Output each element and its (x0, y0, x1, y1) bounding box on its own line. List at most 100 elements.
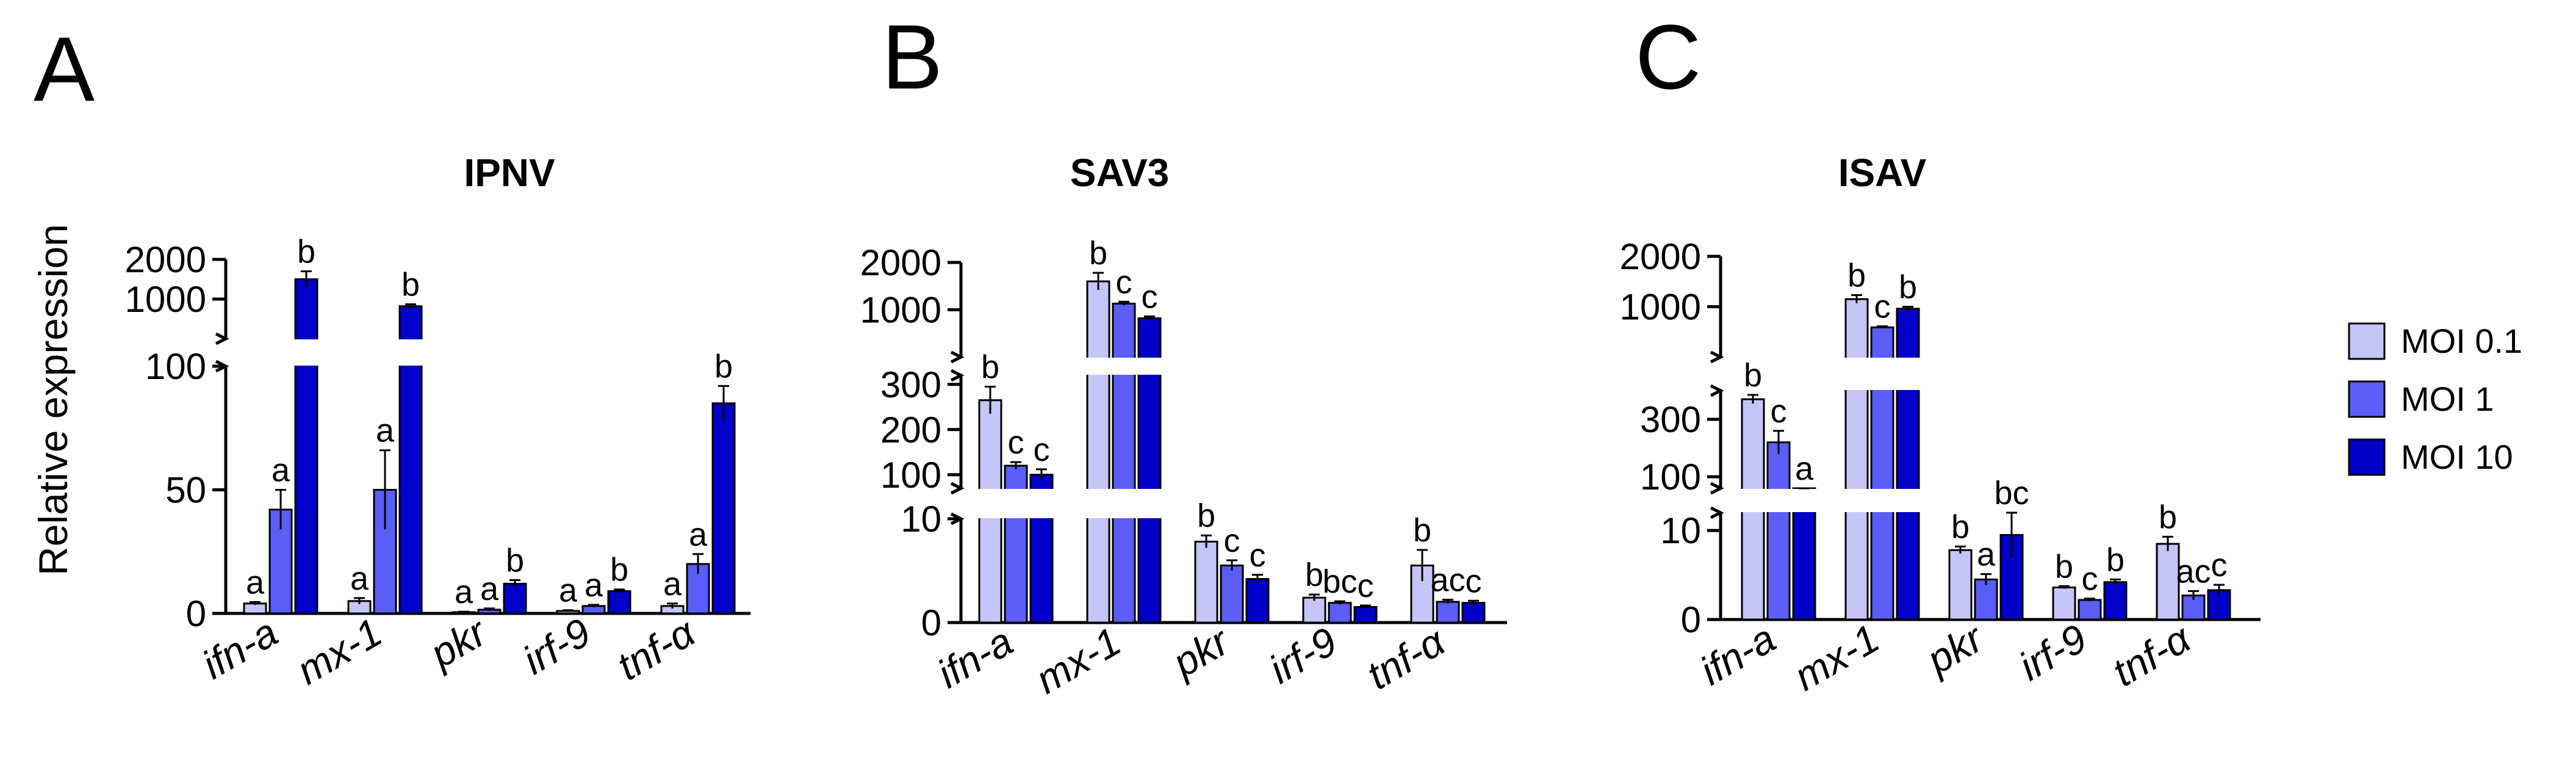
bar-break-gap (1844, 489, 1869, 512)
significance-letter: a (246, 564, 265, 601)
significance-letter: b (2106, 541, 2124, 578)
significance-letter: a (376, 413, 395, 449)
significance-letter: c (1874, 289, 1891, 325)
bar-break-gap (1137, 358, 1162, 375)
significance-letter: b (1899, 269, 1917, 306)
significance-letter: b (610, 552, 628, 588)
significance-letter: a (1795, 450, 1814, 487)
x-category-label: ifn-a (930, 618, 1020, 696)
axis-break-mark (1710, 384, 1724, 397)
significance-letter: b (1089, 235, 1107, 272)
significance-letter: a (585, 567, 603, 604)
axis-break-mark (950, 350, 965, 364)
y-tick-label: 10 (901, 499, 941, 540)
significance-letter: a (663, 566, 682, 602)
significance-letter: c (1034, 432, 1050, 468)
x-category-label: pkr (1918, 615, 1992, 683)
x-category-label: pkr (422, 609, 495, 677)
bar-break-gap (1111, 489, 1137, 518)
significance-letter: b (2159, 499, 2177, 535)
panel-title: ISAV (1838, 151, 1927, 195)
x-category-label: mx-1 (1786, 615, 1887, 699)
significance-letter: b (1197, 497, 1215, 534)
significance-letter: c (1250, 537, 1266, 574)
panel-letter: B (882, 5, 943, 108)
panel-letter: A (34, 18, 95, 120)
axis-break-mark (215, 332, 229, 345)
bar-break-gap (1895, 489, 1921, 512)
significance-letter: c (1142, 278, 1158, 315)
significance-letter: a (480, 571, 499, 607)
x-category-label: mx-1 (1028, 618, 1128, 702)
x-category-label: ifn-a (195, 609, 285, 687)
y-tick-label: 100 (1640, 457, 1701, 497)
bar-tnf-α-1 (1436, 601, 1460, 624)
bar-break-gap (1111, 358, 1137, 375)
bar-mx-1-2 (1896, 308, 1920, 621)
significance-letter: b (1951, 508, 1970, 545)
y-tick-label: 10 (1660, 510, 1701, 551)
bar-break-gap (1895, 358, 1921, 390)
axis-break-mark (1710, 506, 1724, 519)
bar-break-gap (1740, 489, 1766, 512)
legend-label: MOI 0.1 (2401, 322, 2522, 360)
y-tick-label: 200 (880, 410, 941, 450)
bar-break-gap (293, 339, 319, 366)
significance-letter: a (455, 574, 473, 610)
y-tick-label: 2000 (125, 239, 206, 280)
bar-break-gap (1085, 489, 1111, 518)
y-tick-label: 1000 (125, 279, 206, 320)
significance-letter: a (689, 516, 708, 553)
significance-letter: b (1413, 512, 1431, 549)
x-category-label: mx-1 (289, 609, 389, 693)
bar-break-gap (1085, 358, 1111, 375)
significance-letter: b (981, 349, 999, 386)
bar-break-gap (1869, 489, 1895, 512)
bar-break-gap (1844, 358, 1869, 390)
bar-pkr-0 (1194, 540, 1218, 624)
significance-letter: a (350, 560, 369, 597)
significance-letter: a (272, 452, 290, 489)
y-tick-label: 100 (145, 346, 206, 387)
significance-letter: c (1466, 563, 1482, 599)
y-tick-label: 50 (165, 470, 206, 511)
bar-mx-1-1 (1112, 302, 1136, 624)
x-category-label: irf-9 (1262, 618, 1344, 692)
significance-letter: c (2211, 547, 2228, 584)
bar-break-gap (1137, 489, 1162, 518)
y-tick-label: 1000 (1620, 287, 1701, 328)
bar-irf-9-1 (1328, 602, 1352, 624)
bar-tnf-α-2 (711, 402, 736, 615)
significance-letter: b (1744, 357, 1762, 394)
significance-letter: b (1847, 258, 1866, 294)
bar-pkr-2 (503, 582, 527, 615)
y-tick-label: 0 (1681, 599, 1701, 640)
bar-mx-1-0 (1086, 280, 1110, 624)
significance-letter: a (1977, 537, 1996, 573)
bar-tnf-α-2 (1461, 602, 1486, 624)
significance-letter: c (1008, 424, 1024, 461)
bar-tnf-α-0 (2156, 543, 2180, 621)
bar-irf-9-2 (2103, 581, 2128, 621)
y-tick-label: 0 (921, 602, 941, 643)
panel-title: SAV3 (1070, 151, 1169, 195)
significance-letter: bc (1994, 475, 2029, 511)
significance-letter: b (297, 234, 315, 270)
x-category-label: ifn-a (1693, 615, 1783, 693)
significance-letter: c (1224, 522, 1240, 559)
significance-letter: c (1771, 393, 1787, 430)
bar-break-gap (1003, 489, 1029, 518)
bar-break-gap (1791, 489, 1817, 512)
x-category-label: tnf-α (2105, 615, 2199, 695)
y-tick-label: 100 (880, 455, 941, 496)
significance-letter: b (2055, 548, 2073, 585)
y-axis-title: Relative expression (31, 224, 76, 576)
x-category-label: tnf-α (610, 609, 703, 689)
y-tick-label: 2000 (860, 242, 941, 283)
significance-letter: ac (1430, 562, 1465, 599)
y-tick-label: 300 (880, 364, 941, 405)
y-tick-label: 1000 (860, 290, 941, 331)
bar-break-gap (977, 489, 1003, 518)
